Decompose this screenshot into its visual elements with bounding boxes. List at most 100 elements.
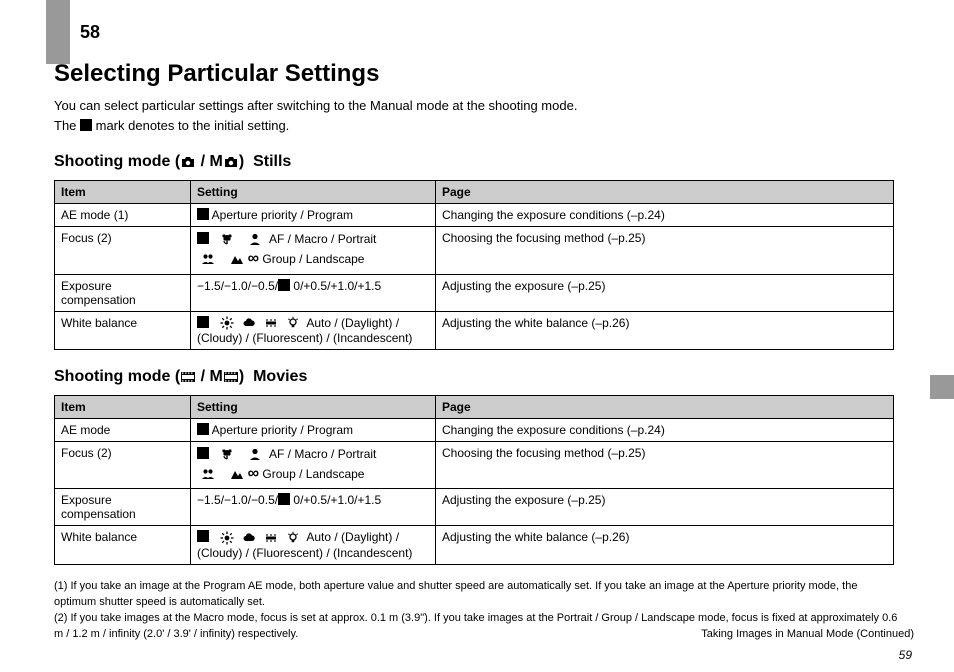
cell-setting: −1.5/−1.0/−0.5/ 0/+0.5/+1.0/+1.5 bbox=[191, 489, 436, 526]
group-icon bbox=[201, 467, 215, 483]
cell-setting: Auto / (Daylight) / (Cloudy) / (Fluoresc… bbox=[191, 311, 436, 349]
th-setting: Setting bbox=[191, 181, 436, 204]
cell-setting: Aperture priority / Program bbox=[191, 418, 436, 441]
group-icon bbox=[201, 252, 215, 268]
square-icon bbox=[197, 423, 209, 435]
section1-title: Shooting mode ( / M) Stills bbox=[54, 153, 900, 174]
incandescent-bulb-icon bbox=[286, 531, 300, 546]
section1-title-suffix: ) bbox=[239, 153, 244, 170]
cell-setting: Auto / (Daylight) / (Cloudy) / (Fluoresc… bbox=[191, 526, 436, 564]
infinity-icon: ∞ bbox=[248, 465, 259, 482]
cell-item: White balance bbox=[55, 311, 191, 349]
th-item: Item bbox=[55, 181, 191, 204]
setting-text: AF / Macro / Portrait bbox=[266, 447, 376, 461]
section2-title-prefix: Shooting mode ( bbox=[54, 368, 180, 385]
cell-item: Exposure compensation bbox=[55, 274, 191, 311]
footnote-1: (1) If you take an image at the Program … bbox=[54, 579, 900, 611]
section1-title-prefix: Shooting mode ( bbox=[54, 153, 180, 170]
th-page: Page bbox=[436, 395, 894, 418]
cell-setting: Aperture priority / Program bbox=[191, 204, 436, 227]
setting-text: 0/+0.5/+1.0/+1.5 bbox=[290, 493, 381, 507]
section2-title: Shooting mode ( / M) Movies bbox=[54, 368, 900, 389]
portrait-icon bbox=[248, 232, 262, 248]
page-number-top: 58 bbox=[80, 22, 100, 43]
cell-page: Adjusting the exposure (–p.25) bbox=[436, 274, 894, 311]
square-icon bbox=[197, 316, 209, 328]
top-tab bbox=[46, 0, 70, 64]
setting-prefix: −1.5/−1.0/−0.5/ bbox=[197, 493, 278, 507]
th-page: Page bbox=[436, 181, 894, 204]
setting-text: Aperture priority / Program bbox=[209, 423, 353, 437]
cell-item: White balance bbox=[55, 526, 191, 564]
cell-item: Focus (2) bbox=[55, 441, 191, 489]
portrait-icon bbox=[248, 447, 262, 463]
fluorescent-icon bbox=[264, 531, 278, 546]
square-icon bbox=[278, 279, 290, 291]
square-icon bbox=[197, 447, 209, 459]
intro-line1: You can select particular settings after… bbox=[54, 96, 900, 116]
cell-item: Focus (2) bbox=[55, 227, 191, 275]
camera-icon bbox=[180, 155, 196, 174]
th-item: Item bbox=[55, 395, 191, 418]
macro-flower-icon bbox=[220, 447, 234, 463]
cell-page: Changing the exposure conditions (–p.24) bbox=[436, 204, 894, 227]
cloudy-icon bbox=[242, 316, 256, 331]
table-row: AE mode (1) Aperture priority / Program C… bbox=[55, 204, 894, 227]
square-icon bbox=[197, 208, 209, 220]
intro-suffix: mark denotes to the initial setting. bbox=[92, 118, 289, 133]
intro-line2: The mark denotes to the initial setting. bbox=[54, 116, 900, 136]
setting-text: AF / Macro / Portrait bbox=[266, 232, 376, 246]
camera-icon bbox=[223, 155, 239, 174]
stills-table: Item Setting Page AE mode (1) Aperture p… bbox=[54, 180, 894, 350]
th-setting: Setting bbox=[191, 395, 436, 418]
daylight-sun-icon bbox=[220, 316, 234, 331]
table-row: White balance Auto / (Daylight) / (Cloud… bbox=[55, 526, 894, 564]
setting-text: Group / Landscape bbox=[259, 467, 364, 481]
square-icon bbox=[278, 493, 290, 505]
film-icon bbox=[180, 370, 196, 389]
intro-prefix: The bbox=[54, 118, 80, 133]
cell-setting: AF / Macro / Portrait ∞ Group / Landscap… bbox=[191, 227, 436, 275]
table-row: AE mode Aperture priority / ProgramChang… bbox=[55, 418, 894, 441]
footer-page-number: 59 bbox=[899, 648, 912, 662]
table-row: Focus (2) AF / Macro / Portrait ∞ Group … bbox=[55, 227, 894, 275]
square-icon bbox=[80, 119, 92, 131]
content-region: Selecting Particular Settings You can se… bbox=[54, 60, 900, 642]
setting-text: Group / Landscape bbox=[259, 252, 364, 266]
movies-label: Movies bbox=[253, 368, 307, 385]
infinity-icon: ∞ bbox=[248, 250, 259, 267]
cell-setting: AF / Macro / Portrait ∞ Group / Landscap… bbox=[191, 441, 436, 489]
incandescent-bulb-icon bbox=[286, 316, 300, 331]
table-row: Exposure compensation−1.5/−1.0/−0.5/ 0/+… bbox=[55, 489, 894, 526]
movies-tbody: AE mode Aperture priority / ProgramChang… bbox=[55, 418, 894, 564]
section1-title-mid: / M bbox=[196, 153, 223, 170]
stills-tbody: AE mode (1) Aperture priority / Program C… bbox=[55, 204, 894, 350]
fluorescent-icon bbox=[264, 316, 278, 331]
setting-text: 0/+0.5/+1.0/+1.5 bbox=[290, 279, 381, 293]
daylight-sun-icon bbox=[220, 531, 234, 546]
movies-table: Item Setting Page AE mode Aperture prior… bbox=[54, 395, 894, 565]
cell-page: Choosing the focusing method (–p.25) bbox=[436, 441, 894, 489]
macro-flower-icon bbox=[220, 232, 234, 248]
film-icon bbox=[223, 370, 239, 389]
table-row: Focus (2) AF / Macro / Portrait ∞ Group … bbox=[55, 441, 894, 489]
page-title: Selecting Particular Settings bbox=[54, 60, 900, 88]
cell-item: Exposure compensation bbox=[55, 489, 191, 526]
landscape-mountain-icon bbox=[230, 467, 244, 483]
stills-label: Stills bbox=[253, 153, 291, 170]
landscape-mountain-icon bbox=[230, 252, 244, 268]
cloudy-icon bbox=[242, 531, 256, 546]
intro-text: You can select particular settings after… bbox=[54, 96, 900, 135]
table-row: White balance Auto / (Daylight) / (Cloud… bbox=[55, 311, 894, 349]
cell-page: Adjusting the white balance (–p.26) bbox=[436, 526, 894, 564]
cell-item: AE mode (1) bbox=[55, 204, 191, 227]
square-icon bbox=[197, 530, 209, 542]
setting-prefix: −1.5/−1.0/−0.5/ bbox=[197, 279, 278, 293]
setting-text: Aperture priority / Program bbox=[209, 208, 353, 222]
cell-page: Adjusting the white balance (–p.26) bbox=[436, 311, 894, 349]
cell-page: Adjusting the exposure (–p.25) bbox=[436, 489, 894, 526]
cell-page: Choosing the focusing method (–p.25) bbox=[436, 227, 894, 275]
cell-item: AE mode bbox=[55, 418, 191, 441]
cell-setting: −1.5/−1.0/−0.5/ 0/+0.5/+1.0/+1.5 bbox=[191, 274, 436, 311]
square-icon bbox=[197, 232, 209, 244]
